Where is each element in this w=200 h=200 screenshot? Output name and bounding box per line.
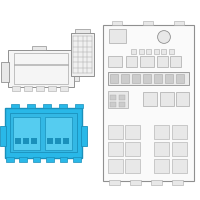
Bar [73, 157, 81, 162]
Bar [27, 104, 35, 108]
Bar [169, 49, 174, 54]
Bar [154, 49, 159, 54]
Bar [48, 86, 56, 91]
Bar [125, 142, 140, 156]
Bar [24, 86, 32, 91]
Bar [33, 157, 40, 162]
Bar [143, 74, 151, 83]
Bar [151, 180, 162, 185]
Bar [8, 50, 74, 87]
Circle shape [158, 31, 170, 43]
Bar [60, 157, 67, 162]
Bar [172, 180, 183, 185]
Bar [45, 117, 72, 150]
Bar [132, 74, 140, 83]
Bar [110, 74, 118, 83]
Bar [125, 125, 140, 139]
Bar [23, 138, 29, 144]
Bar [81, 126, 87, 146]
Bar [36, 86, 44, 91]
Bar [14, 53, 68, 65]
Bar [172, 142, 187, 156]
Bar [109, 180, 120, 185]
Bar [139, 49, 144, 54]
Bar [110, 102, 116, 107]
Bar [43, 104, 51, 108]
Bar [74, 64, 79, 81]
Bar [60, 86, 68, 91]
Bar [154, 142, 169, 156]
Bar [131, 49, 136, 54]
Bar [109, 29, 126, 43]
Bar [14, 64, 68, 84]
Bar [108, 72, 189, 85]
Bar [12, 86, 20, 91]
Bar [15, 138, 21, 144]
Bar [160, 92, 174, 106]
Bar [31, 138, 37, 144]
Bar [59, 104, 67, 108]
Bar [154, 125, 169, 139]
Bar [13, 117, 40, 150]
Bar [112, 21, 122, 25]
Bar [165, 74, 173, 83]
Bar [63, 138, 69, 144]
Bar [108, 142, 123, 156]
Bar [146, 49, 151, 54]
Bar [47, 138, 53, 144]
Bar [1, 62, 9, 82]
Bar [125, 159, 140, 173]
Bar [10, 113, 77, 152]
Bar [75, 104, 83, 108]
Bar [140, 56, 154, 67]
Bar [19, 157, 27, 162]
Bar [154, 74, 162, 83]
Bar [110, 95, 116, 100]
Bar [172, 159, 187, 173]
Bar [143, 21, 153, 25]
Bar [108, 159, 123, 173]
Bar [32, 46, 46, 50]
Bar [157, 56, 168, 67]
Bar [170, 56, 181, 67]
Bar [108, 125, 123, 139]
Bar [75, 29, 90, 33]
Bar [126, 56, 137, 67]
Bar [172, 125, 187, 139]
Bar [108, 91, 128, 108]
Bar [119, 102, 125, 107]
Bar [46, 157, 54, 162]
Bar [121, 74, 129, 83]
Bar [143, 92, 157, 106]
Bar [154, 159, 169, 173]
Bar [6, 157, 14, 162]
Bar [0, 126, 6, 146]
Bar [55, 138, 61, 144]
Bar [11, 104, 19, 108]
Bar [161, 49, 166, 54]
Bar [176, 92, 189, 106]
Bar [5, 108, 82, 158]
Bar [119, 95, 125, 100]
Bar [108, 56, 122, 67]
Bar [174, 21, 184, 25]
Bar [176, 74, 184, 83]
Bar [103, 25, 194, 181]
Bar [71, 33, 94, 76]
Bar [130, 180, 141, 185]
